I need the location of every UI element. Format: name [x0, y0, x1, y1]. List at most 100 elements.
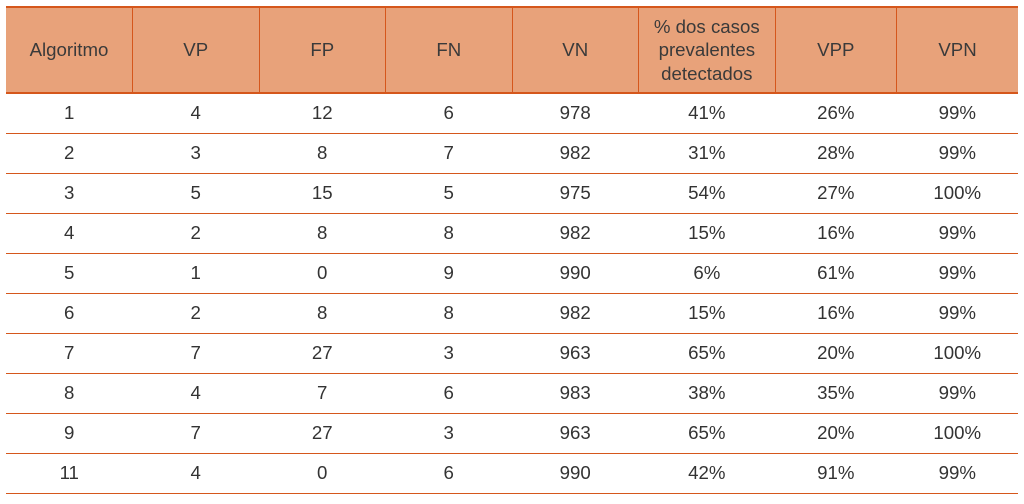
table-row: 238798231%28%99%: [6, 133, 1018, 173]
cell-algoritmo: 9: [6, 413, 133, 453]
cell-algoritmo: 3: [6, 173, 133, 213]
cell-pct: 42%: [639, 453, 776, 493]
table-row: 7727396365%20%100%: [6, 333, 1018, 373]
cell-vpn: 99%: [897, 253, 1018, 293]
cell-fp: 7: [259, 373, 386, 413]
cell-vn: 963: [512, 333, 639, 373]
cell-vpp: 35%: [775, 373, 896, 413]
cell-fn: 9: [386, 253, 513, 293]
cell-fn: 7: [386, 133, 513, 173]
table-row: 428898215%16%99%: [6, 213, 1018, 253]
cell-fp: 27: [259, 413, 386, 453]
cell-fp: 15: [259, 173, 386, 213]
cell-vpn: 99%: [897, 213, 1018, 253]
cell-vpp: 16%: [775, 293, 896, 333]
cell-vpp: 16%: [775, 213, 896, 253]
cell-fn: 6: [386, 93, 513, 133]
cell-pct: 38%: [639, 373, 776, 413]
table-row: 3515597554%27%100%: [6, 173, 1018, 213]
cell-vpp: 20%: [775, 333, 896, 373]
table-row: 1412697841%26%99%: [6, 93, 1018, 133]
cell-vpp: 27%: [775, 173, 896, 213]
cell-vp: 7: [133, 413, 260, 453]
cell-pct: 31%: [639, 133, 776, 173]
cell-vn: 975: [512, 173, 639, 213]
cell-algoritmo: 4: [6, 213, 133, 253]
cell-vpn: 99%: [897, 133, 1018, 173]
col-header-fp: FP: [259, 7, 386, 93]
cell-pct: 65%: [639, 413, 776, 453]
cell-fp: 8: [259, 133, 386, 173]
cell-vp: 1: [133, 253, 260, 293]
col-header-vpp: VPP: [775, 7, 896, 93]
cell-algoritmo: 8: [6, 373, 133, 413]
cell-algoritmo: 1: [6, 93, 133, 133]
cell-fn: 3: [386, 333, 513, 373]
cell-vpn: 99%: [897, 373, 1018, 413]
table-body: 1412697841%26%99%238798231%28%99%3515597…: [6, 93, 1018, 493]
table-row: 51099906%61%99%: [6, 253, 1018, 293]
cell-vpn: 99%: [897, 93, 1018, 133]
cell-vn: 983: [512, 373, 639, 413]
cell-vpn: 100%: [897, 173, 1018, 213]
cell-vpp: 91%: [775, 453, 896, 493]
col-header-vp: VP: [133, 7, 260, 93]
table-row: 847698338%35%99%: [6, 373, 1018, 413]
cell-algoritmo: 2: [6, 133, 133, 173]
cell-vn: 990: [512, 453, 639, 493]
cell-vn: 978: [512, 93, 639, 133]
cell-vpn: 99%: [897, 293, 1018, 333]
cell-fp: 8: [259, 213, 386, 253]
cell-pct: 15%: [639, 213, 776, 253]
table-row: 1140699042%91%99%: [6, 453, 1018, 493]
col-header-vpn: VPN: [897, 7, 1018, 93]
cell-vn: 982: [512, 293, 639, 333]
table-container: AlgoritmoVPFPFNVN% dos casos prevalentes…: [0, 0, 1024, 504]
cell-pct: 41%: [639, 93, 776, 133]
cell-vp: 3: [133, 133, 260, 173]
cell-vpn: 99%: [897, 453, 1018, 493]
cell-vpp: 26%: [775, 93, 896, 133]
cell-algoritmo: 6: [6, 293, 133, 333]
metrics-table: AlgoritmoVPFPFNVN% dos casos prevalentes…: [6, 6, 1018, 494]
cell-vp: 4: [133, 93, 260, 133]
cell-vp: 2: [133, 213, 260, 253]
cell-fn: 8: [386, 293, 513, 333]
cell-pct: 54%: [639, 173, 776, 213]
table-row: 628898215%16%99%: [6, 293, 1018, 333]
cell-fp: 0: [259, 453, 386, 493]
cell-fn: 6: [386, 373, 513, 413]
cell-vn: 982: [512, 133, 639, 173]
cell-fp: 12: [259, 93, 386, 133]
table-header-row: AlgoritmoVPFPFNVN% dos casos prevalentes…: [6, 7, 1018, 93]
cell-vpn: 100%: [897, 413, 1018, 453]
cell-algoritmo: 5: [6, 253, 133, 293]
cell-vp: 7: [133, 333, 260, 373]
col-header-fn: FN: [386, 7, 513, 93]
cell-fn: 5: [386, 173, 513, 213]
table-row: 9727396365%20%100%: [6, 413, 1018, 453]
cell-algoritmo: 7: [6, 333, 133, 373]
cell-vpn: 100%: [897, 333, 1018, 373]
cell-fn: 3: [386, 413, 513, 453]
cell-vp: 2: [133, 293, 260, 333]
cell-fp: 0: [259, 253, 386, 293]
cell-fp: 27: [259, 333, 386, 373]
cell-pct: 6%: [639, 253, 776, 293]
cell-algoritmo: 11: [6, 453, 133, 493]
cell-vn: 963: [512, 413, 639, 453]
cell-vp: 4: [133, 453, 260, 493]
col-header-algoritmo: Algoritmo: [6, 7, 133, 93]
cell-vp: 5: [133, 173, 260, 213]
cell-fn: 8: [386, 213, 513, 253]
cell-pct: 15%: [639, 293, 776, 333]
cell-vpp: 61%: [775, 253, 896, 293]
cell-vp: 4: [133, 373, 260, 413]
cell-vn: 990: [512, 253, 639, 293]
cell-fp: 8: [259, 293, 386, 333]
cell-vpp: 28%: [775, 133, 896, 173]
cell-vpp: 20%: [775, 413, 896, 453]
cell-pct: 65%: [639, 333, 776, 373]
cell-fn: 6: [386, 453, 513, 493]
cell-vn: 982: [512, 213, 639, 253]
